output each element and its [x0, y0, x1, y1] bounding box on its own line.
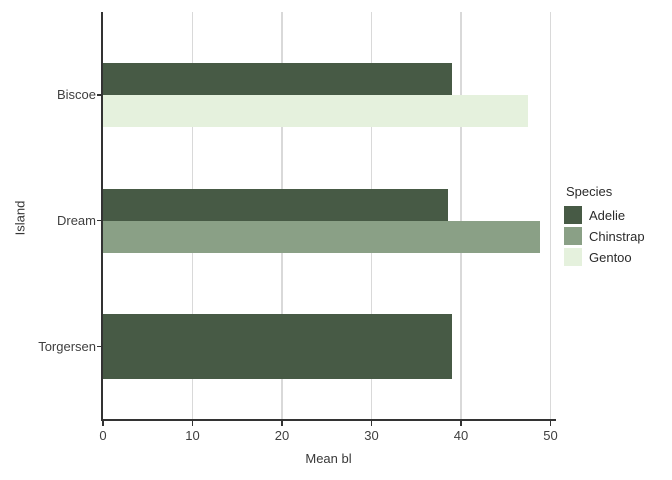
y-tick-biscoe: [97, 94, 102, 96]
x-tick-label-20: 20: [274, 428, 290, 443]
x-tick-label-40: 40: [453, 428, 469, 443]
x-tick-0: [102, 421, 104, 426]
y-tick-label-biscoe: Biscoe: [56, 87, 96, 102]
gridline-x-40: [460, 12, 462, 419]
x-tick-label-50: 50: [543, 428, 558, 443]
legend-label-adelie: Adelie: [589, 207, 626, 223]
bar-dream-chinstrap: [103, 220, 540, 253]
gridline-x-50: [549, 12, 552, 419]
x-axis-title: Mean bl: [305, 451, 352, 466]
legend-key-adelie-swatch: [564, 206, 582, 224]
plot-panel: [101, 12, 556, 421]
x-tick-label-0: 0: [99, 428, 107, 443]
x-tick-10: [191, 421, 194, 426]
x-tick-50: [549, 421, 552, 426]
y-tick-torgersen: [97, 345, 102, 348]
legend-row-chinstrap: Chinstrap: [564, 227, 645, 245]
x-tick-label-30: 30: [364, 428, 379, 443]
legend-key-gentoo-swatch: [564, 248, 582, 266]
bar-dream-adelie: [103, 188, 448, 221]
legend-key-chinstrap-swatch: [564, 227, 582, 245]
legend-row-adelie: Adelie: [564, 206, 645, 224]
legend-entries: Adelie Chinstrap Gentoo: [564, 206, 645, 266]
x-tick-label-10: 10: [185, 428, 200, 443]
y-tick-label-torgersen: Torgersen: [38, 338, 96, 354]
legend-title: Species: [566, 184, 613, 199]
legend: Species Adelie Chinstrap Gentoo: [564, 184, 645, 269]
legend-label-chinstrap: Chinstrap: [589, 228, 645, 244]
bar-biscoe-gentoo: [103, 95, 529, 127]
x-tick-30: [370, 421, 373, 426]
bar-biscoe-adelie: [103, 63, 453, 95]
x-tick-40: [460, 421, 462, 426]
x-tick-20: [281, 421, 283, 426]
y-tick-label-dream: Dream: [56, 212, 96, 228]
legend-row-gentoo: Gentoo: [564, 248, 645, 266]
bar-torgersen-adelie: [103, 314, 453, 379]
legend-label-gentoo: Gentoo: [589, 249, 632, 265]
y-tick-dream: [97, 219, 102, 222]
